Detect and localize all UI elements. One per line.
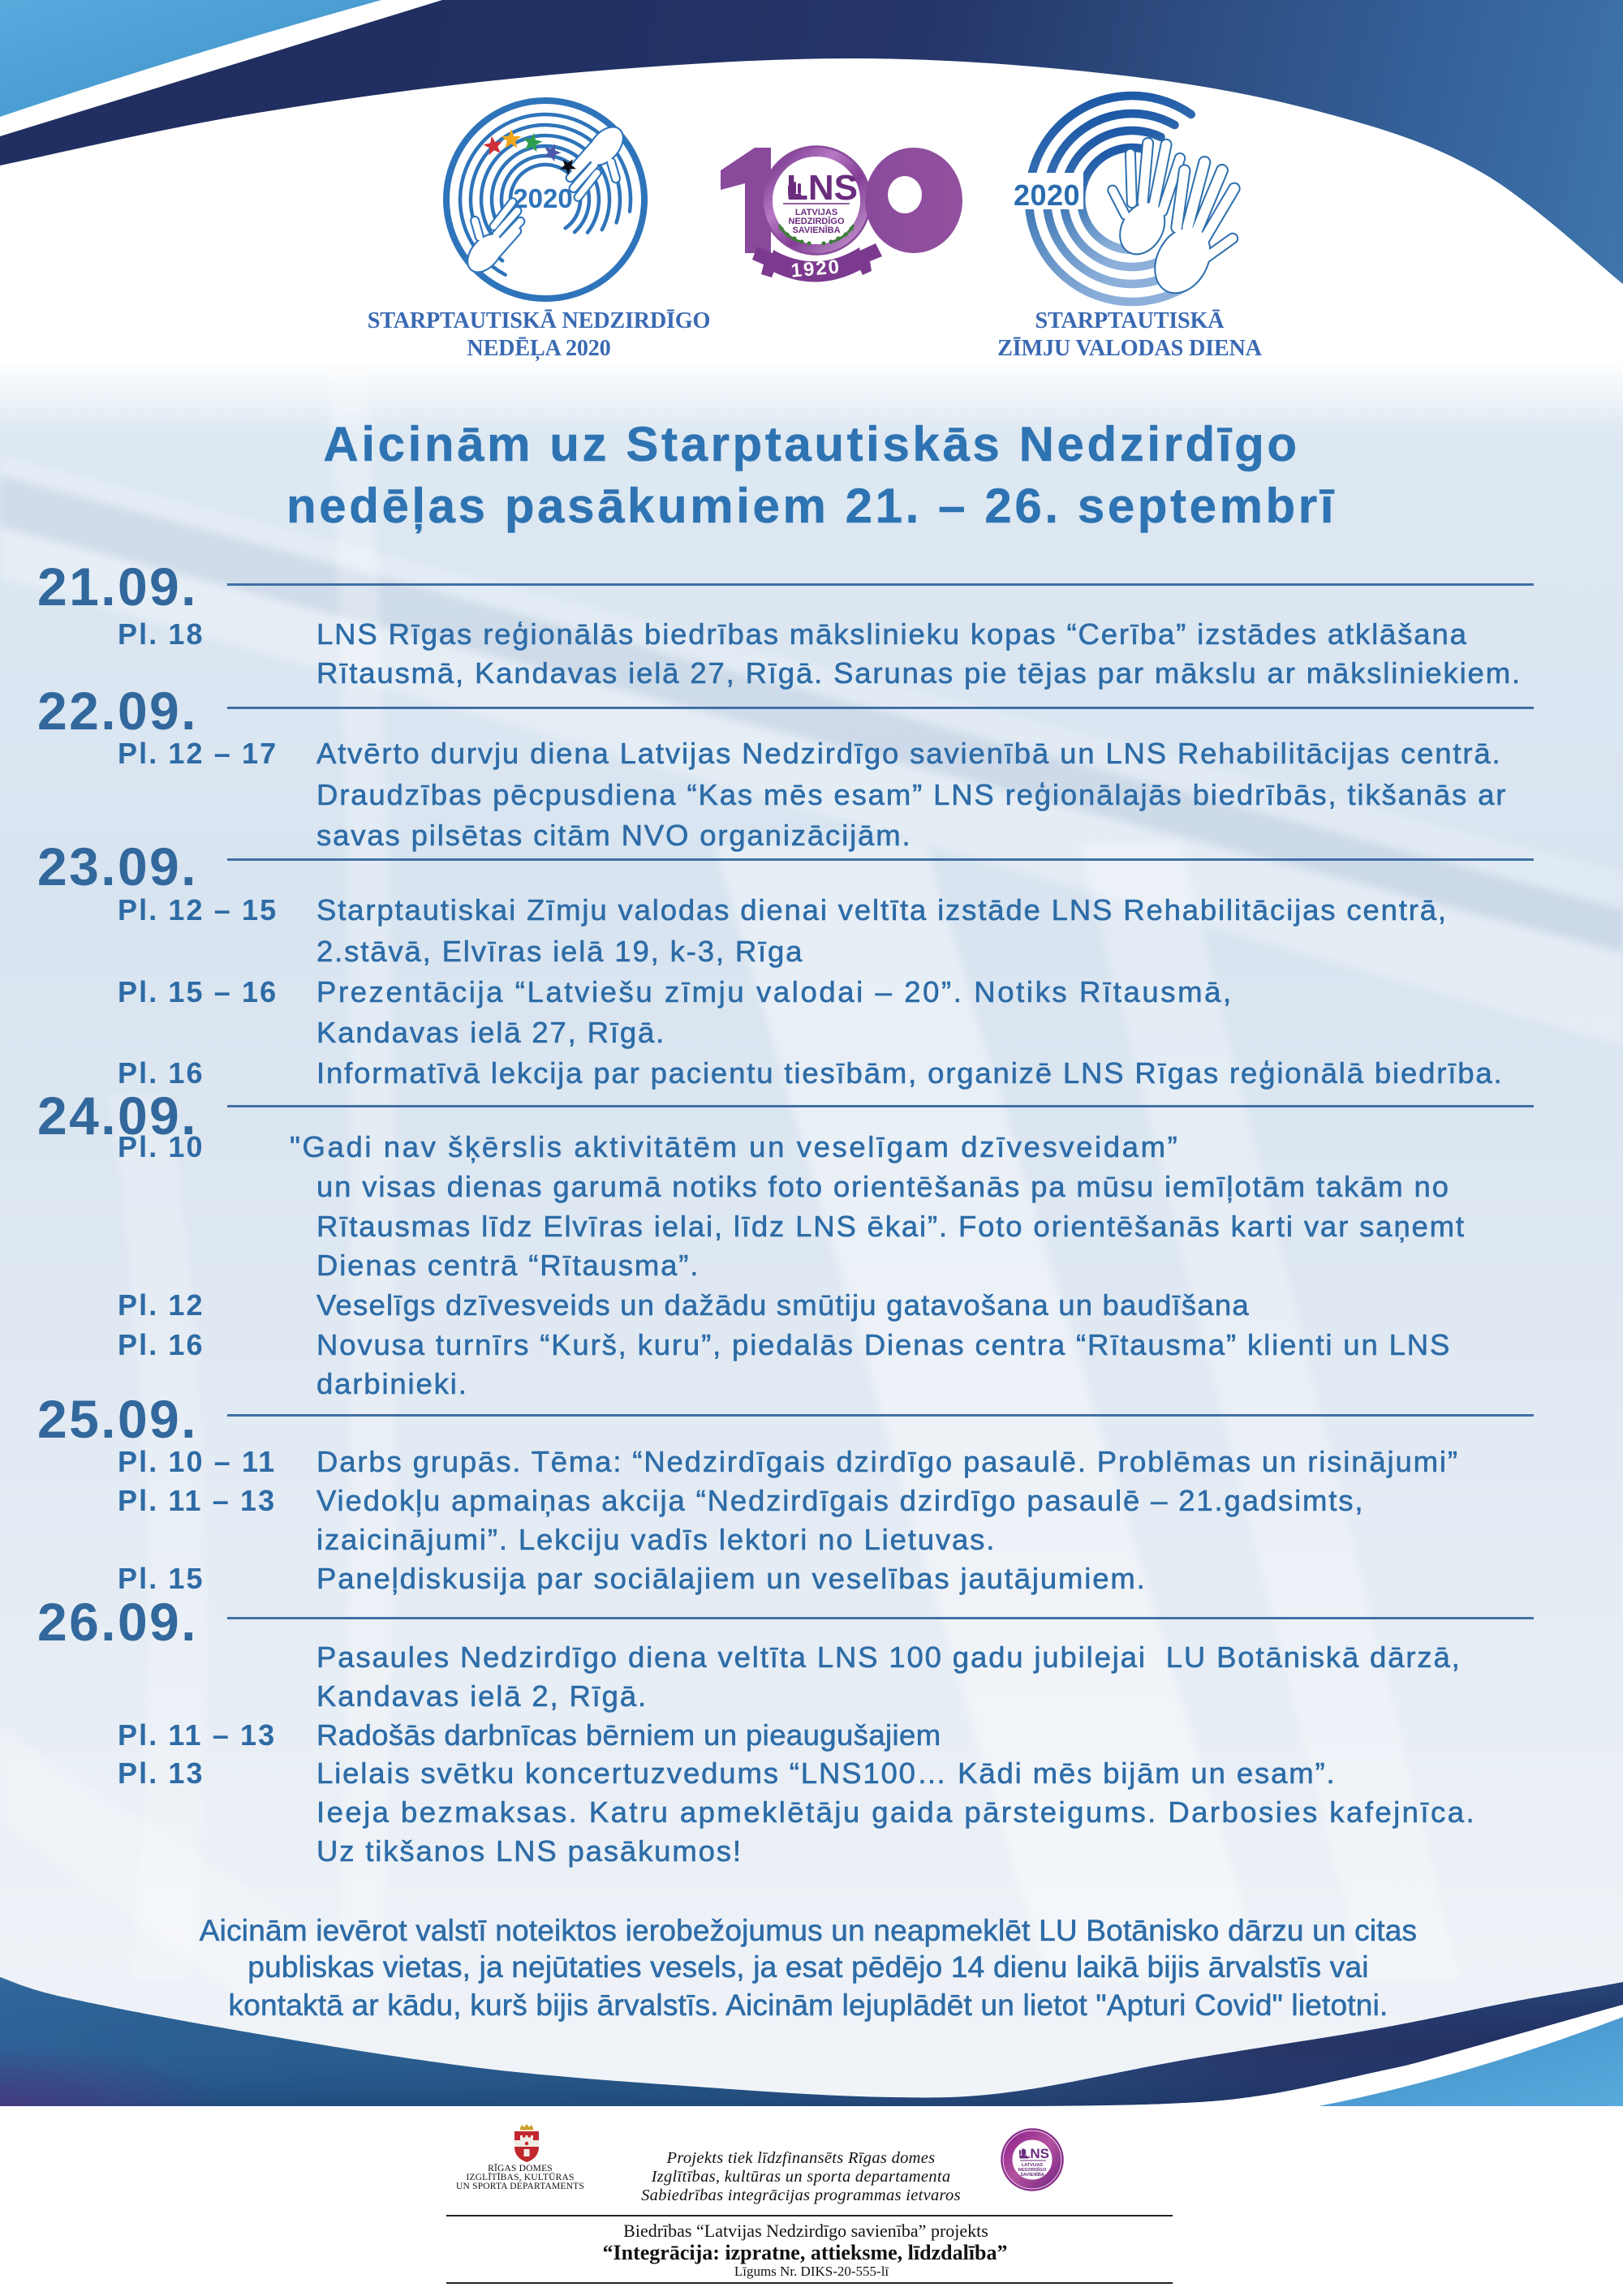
svg-text:LNS: LNS <box>1022 2146 1049 2161</box>
svg-text:LNS: LNS <box>786 168 858 208</box>
svg-text:NEDZIRDĪGO: NEDZIRDĪGO <box>788 217 845 226</box>
svg-text:2020: 2020 <box>1014 178 1080 212</box>
svg-text:SAVIENĪBA: SAVIENĪBA <box>1020 2172 1044 2178</box>
svg-text:LATVIJAS: LATVIJAS <box>1022 2163 1044 2168</box>
svg-text:SAVIENĪBA: SAVIENĪBA <box>792 226 840 235</box>
svg-text:LATVIJAS: LATVIJAS <box>795 208 837 217</box>
svg-text:2020: 2020 <box>513 183 572 213</box>
svg-text:NEDZIRDĪGO: NEDZIRDĪGO <box>1018 2167 1047 2173</box>
svg-text:1920: 1920 <box>790 256 842 282</box>
